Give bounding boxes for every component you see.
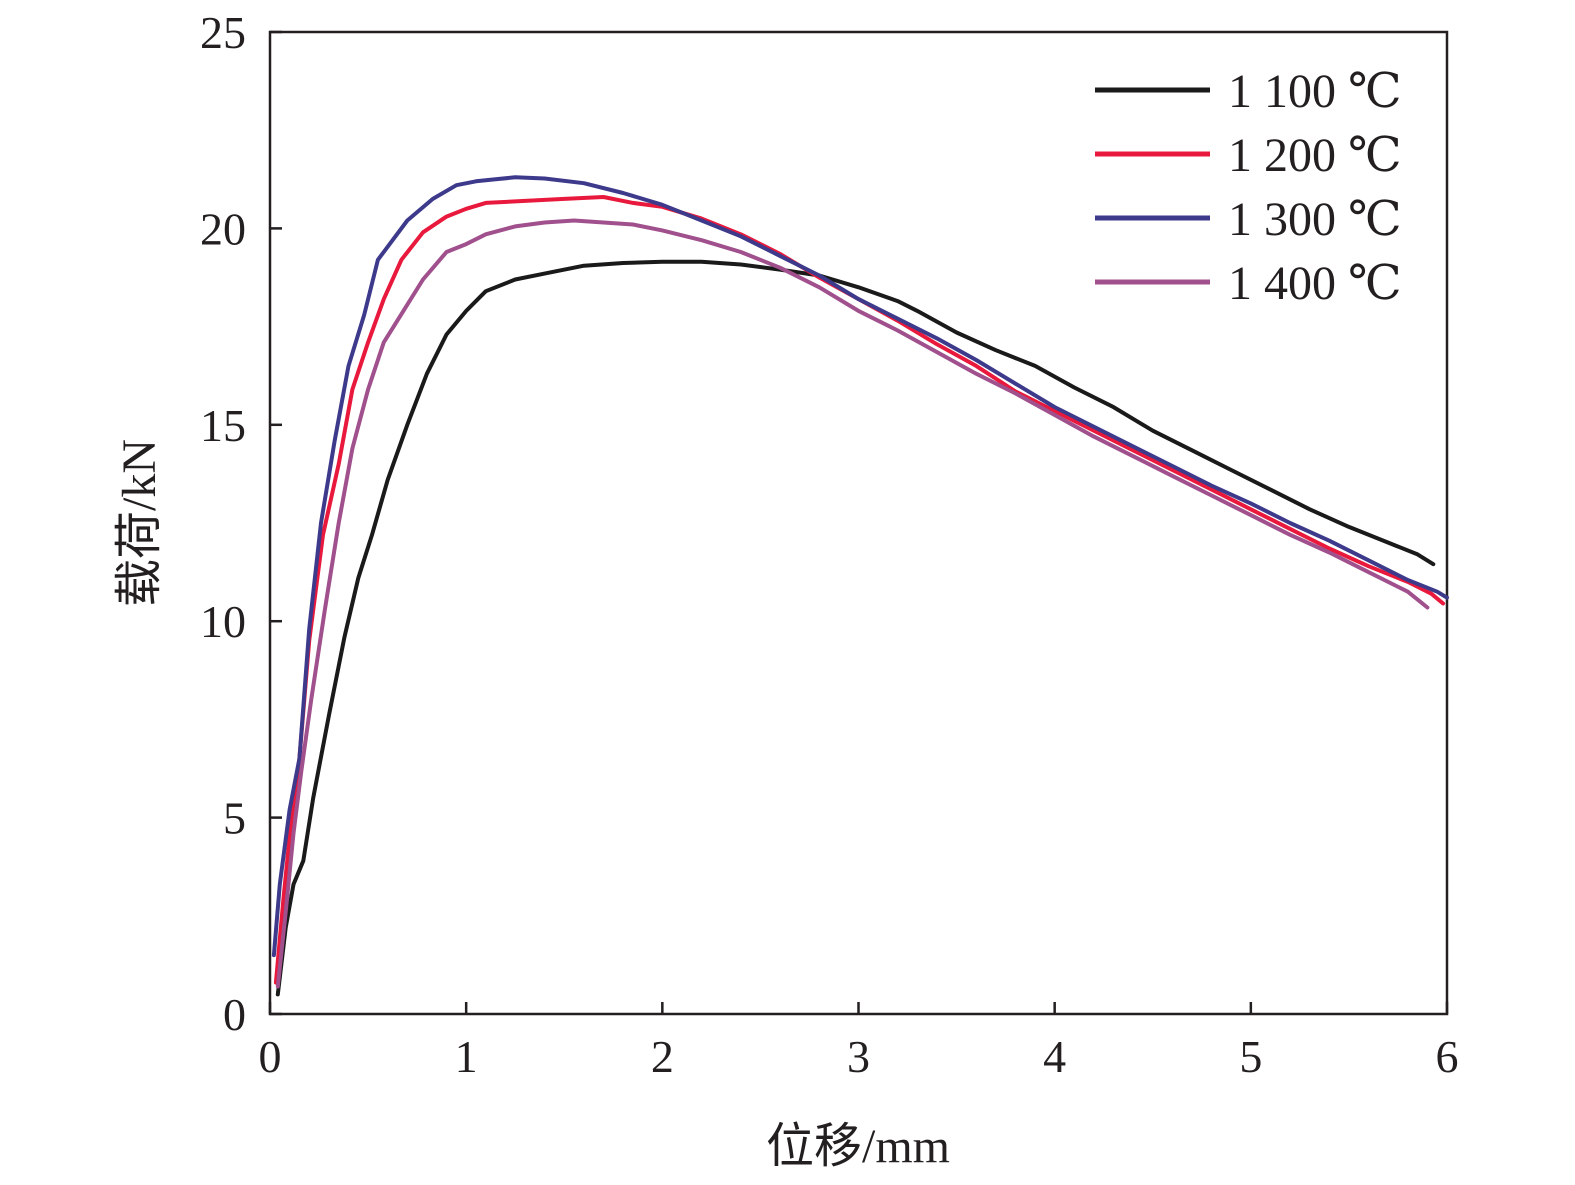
- series-line-4: [275, 218, 1430, 989]
- legend-label-4: 1 400 ℃: [1228, 257, 1402, 310]
- x-tick-label: 5: [1239, 1031, 1262, 1082]
- x-axis-title: 位移/mm: [766, 1120, 950, 1173]
- x-tick-label: 0: [259, 1031, 282, 1082]
- legend-label-3: 1 300 ℃: [1228, 193, 1402, 246]
- y-axis-ticks: 0 5 10 15 20 25: [200, 7, 282, 1040]
- x-tick-label: 4: [1043, 1031, 1066, 1082]
- x-tick-label: 6: [1436, 1031, 1459, 1082]
- x-tick-label: 3: [847, 1031, 870, 1082]
- series-line-3: [271, 175, 1449, 958]
- x-tick-label: 1: [455, 1031, 478, 1082]
- legend: 1 100 ℃ 1 200 ℃ 1 300 ℃ 1 400 ℃: [1095, 65, 1402, 310]
- y-axis-title: 载荷/kN: [113, 439, 166, 607]
- x-axis-ticks: 0 1 2 3 4 5 6: [259, 1002, 1459, 1082]
- legend-label-1: 1 100 ℃: [1228, 65, 1402, 118]
- y-tick-label: 10: [200, 596, 246, 647]
- series-line-1: [275, 259, 1436, 997]
- y-tick-label: 15: [200, 400, 246, 451]
- legend-label-2: 1 200 ℃: [1228, 129, 1402, 182]
- series-line-2: [273, 195, 1446, 985]
- y-tick-label: 25: [200, 7, 246, 58]
- y-tick-label: 5: [223, 793, 246, 844]
- series-lines: [271, 175, 1449, 997]
- y-tick-label: 20: [200, 203, 246, 254]
- y-tick-label: 0: [223, 989, 246, 1040]
- x-tick-label: 2: [651, 1031, 674, 1082]
